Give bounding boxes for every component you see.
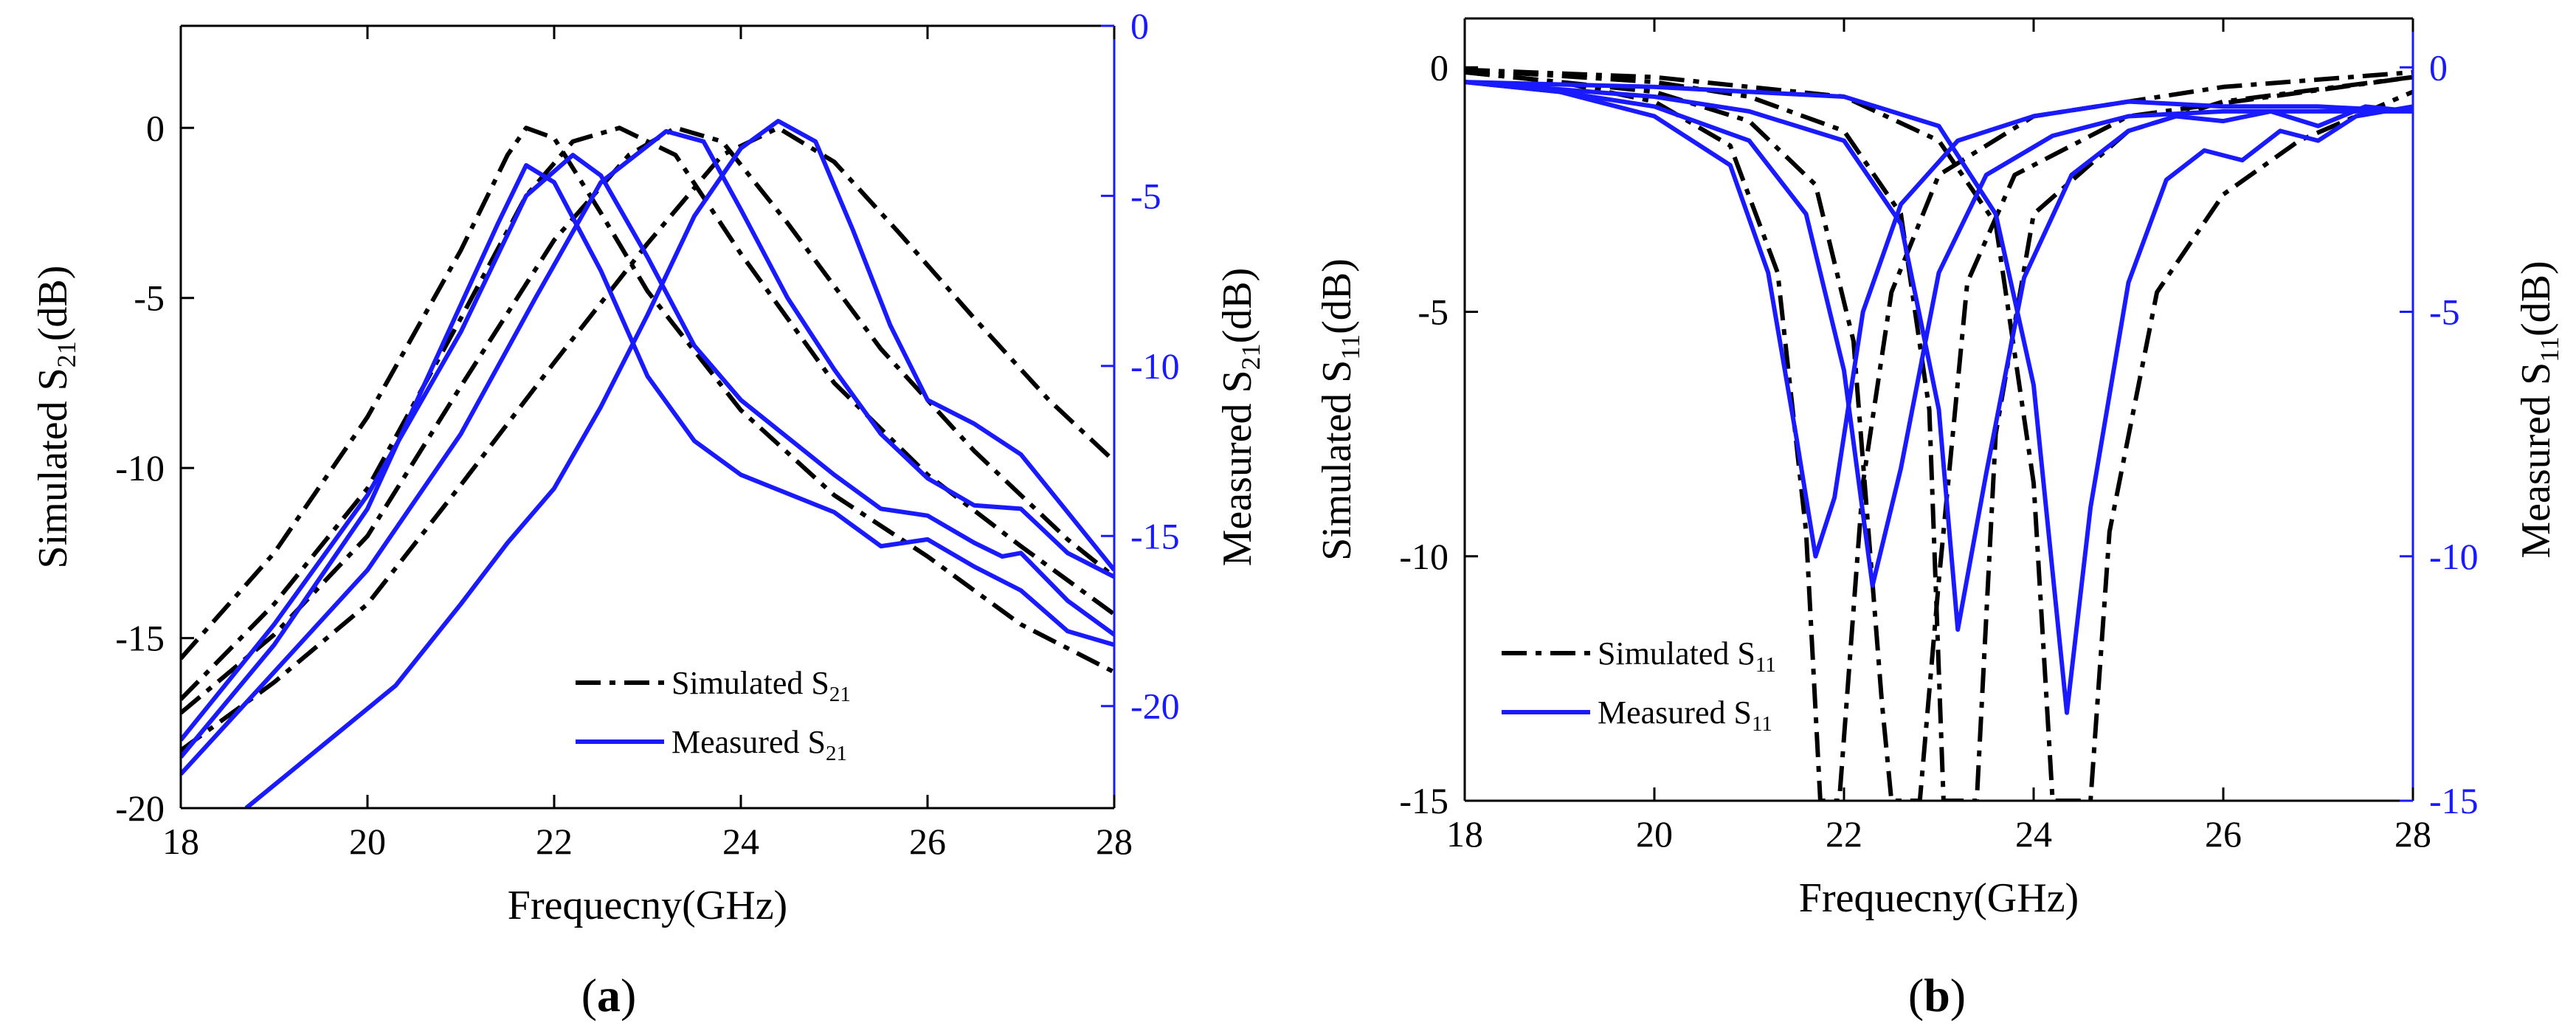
series-simulated-1-a [181, 125, 1114, 675]
x-tick-label-a: 24 [722, 821, 759, 862]
series-measured-4-b [1465, 80, 2413, 715]
x-axis-title-b: Frequecny(GHz) [1799, 875, 2079, 921]
y-left-tick-label-b: -5 [1418, 292, 1448, 333]
chart-panel-a: 18 20 22 24 26 28 0 -5 -10 -15 -20 0 -5 -10 -15 -20 Freq… [30, 5, 1265, 1021]
series-measured-2-a [181, 153, 1114, 742]
series-measured-2-b [1465, 80, 2413, 588]
x-tick-label-a: 26 [909, 821, 946, 862]
y-right-axis-title-b: Measured S11(dB) [2513, 261, 2564, 558]
panel-label-b: (b) [1908, 969, 1966, 1021]
series-measured-3-a [181, 128, 1114, 776]
y-left-tick-label-b: 0 [1430, 46, 1448, 88]
legend-label-1-b: Simulated S11 [1598, 635, 1776, 677]
x-tick-label-b: 18 [1446, 813, 1483, 855]
y-right-tick-label-a: -10 [1130, 345, 1180, 387]
legend-b: Simulated S11 Measured S11 [1502, 635, 1776, 736]
x-tick-label-a: 22 [536, 821, 573, 862]
legend-a: Simulated S21 Measured S21 [576, 665, 851, 765]
series-measured-1-a [181, 163, 1114, 759]
series-measured-4-a [244, 119, 1114, 808]
legend-label-1-a: Simulated S21 [671, 665, 851, 706]
y-right-tick-label-a: -5 [1130, 175, 1161, 216]
plot-area-a [181, 119, 1114, 808]
legend-label-2-a: Measured S21 [671, 724, 847, 765]
y-left-tick-label-a: -5 [134, 277, 165, 319]
x-tick-label-b: 24 [2015, 813, 2052, 855]
y-left-tick-label-a: -15 [115, 618, 165, 659]
series-simulated-3-a [181, 125, 1114, 715]
x-tick-label-a: 28 [1096, 821, 1133, 862]
x-tick-label-a: 18 [162, 821, 199, 862]
x-tick-label-b: 20 [1636, 813, 1673, 855]
y-left-axis-title-a: Simulated S21(dB) [30, 266, 81, 569]
x-tick-label-a: 20 [349, 821, 386, 862]
series-simulated-4-a [181, 125, 1114, 753]
series-simulated-1-b [1465, 69, 2413, 801]
y-left-tick-label-a: -10 [115, 447, 165, 489]
series-measured-1-b [1465, 80, 2413, 559]
series-measured-3-b [1465, 80, 2413, 632]
y-left-tick-label-b: -10 [1399, 536, 1448, 577]
plot-area-b [1465, 67, 2413, 801]
y-right-tick-label-a: -15 [1130, 515, 1180, 556]
panel-label-a: (a) [581, 969, 637, 1021]
y-right-axis-title-a: Measured S21(dB) [1215, 268, 1265, 567]
x-axis-title-a: Frequecny(GHz) [508, 883, 787, 928]
y-left-tick-label-a: 0 [146, 107, 165, 148]
x-tick-label-b: 28 [2394, 813, 2431, 855]
y-right-tick-label-a: 0 [1130, 5, 1149, 46]
y-left-tick-label-b: -15 [1399, 780, 1448, 821]
y-right-tick-label-b: 0 [2429, 46, 2448, 88]
y-left-axis-title-b: Simulated S11(dB) [1314, 258, 1365, 561]
y-left-tick-label-a: -20 [115, 787, 165, 829]
y-right-tick-label-b: -10 [2429, 536, 2479, 577]
x-tick-label-b: 22 [1826, 813, 1862, 855]
x-tick-label-b: 26 [2205, 813, 2242, 855]
series-simulated-2-b [1465, 69, 2413, 801]
y-right-tick-label-b: -15 [2429, 780, 2479, 821]
y-right-tick-label-b: -5 [2429, 292, 2460, 333]
series-simulated-2-a [181, 125, 1114, 701]
y-right-tick-label-a: -20 [1130, 686, 1180, 727]
legend-label-2-b: Measured S11 [1598, 694, 1772, 736]
chart-panel-b: 18 20 22 24 26 28 0 -5 -10 -15 0 -5 -10 -15 Frequecny(… [1314, 17, 2564, 1021]
